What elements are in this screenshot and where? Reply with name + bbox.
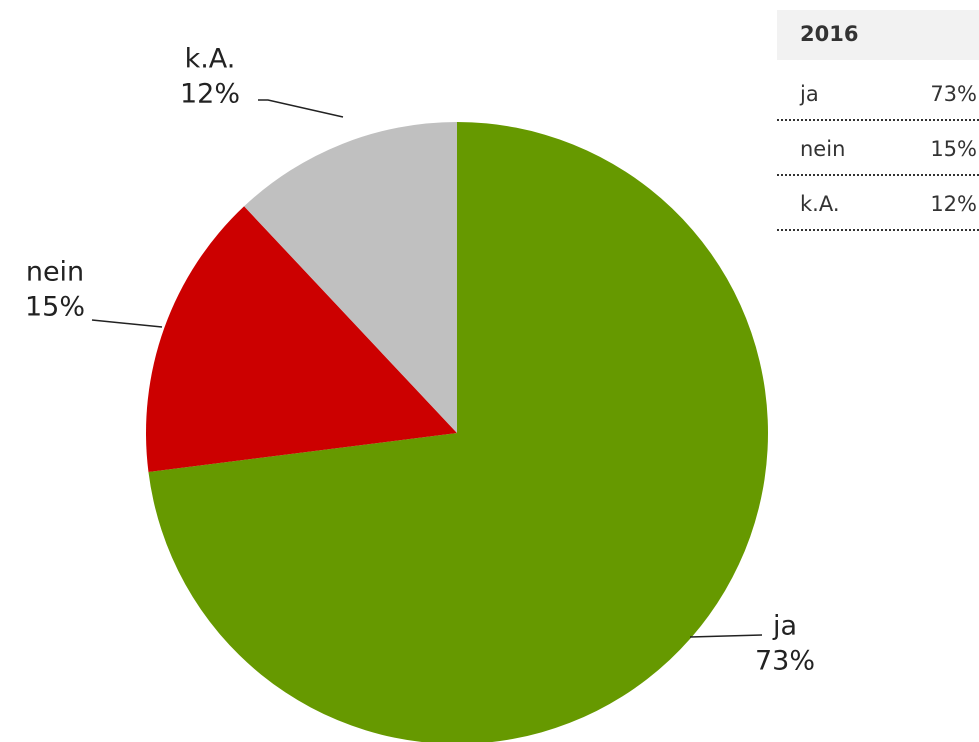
pie-slice [148,122,768,742]
slice-value-label: 73% [755,646,815,677]
slice-label: k.A. [185,44,236,75]
table-value: 73% [930,82,977,106]
table-category: nein [800,137,845,161]
table-value: 15% [930,137,977,161]
pie-slice [146,206,458,472]
slice-label: ja [772,611,797,642]
table-category: ja [799,82,819,106]
slice-value-label: 15% [25,292,85,323]
slice-label: nein [26,257,84,288]
leader-line [258,99,344,118]
leader-line [91,319,163,328]
table-header [777,10,979,60]
table-category: k.A. [800,192,840,216]
slice-value-label: 12% [180,79,240,110]
leader-line [689,634,763,638]
pie-slice [244,122,457,433]
table-title: 2016 [800,22,858,46]
table-value: 12% [930,192,977,216]
